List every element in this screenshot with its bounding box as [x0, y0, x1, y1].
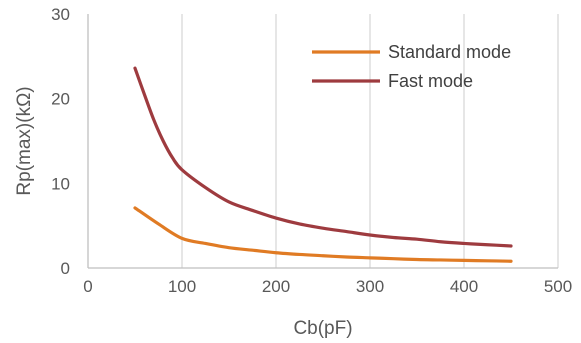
x-tick-label-400: 400 [450, 277, 478, 296]
series-lines [133, 66, 513, 263]
legend-label-standard-mode: Standard mode [388, 42, 511, 62]
series-line-standard-mode [133, 206, 513, 263]
y-tick-label-30: 30 [51, 5, 70, 24]
tick-labels: 0 100 200 300 400 500 0 10 20 30 [51, 5, 572, 296]
x-tick-label-300: 300 [356, 277, 384, 296]
series-line-fast-mode [133, 66, 513, 248]
x-tick-label-0: 0 [83, 277, 92, 296]
y-tick-label-0: 0 [61, 259, 70, 278]
axes [87, 14, 558, 269]
y-tick-label-10: 10 [51, 174, 70, 193]
legend-label-fast-mode: Fast mode [388, 71, 473, 91]
x-tick-label-200: 200 [262, 277, 290, 296]
legend: Standard mode Fast mode [312, 42, 511, 91]
grid-lines [181, 14, 559, 268]
y-tick-label-20: 20 [51, 90, 70, 109]
x-tick-label-100: 100 [168, 277, 196, 296]
x-tick-label-500: 500 [544, 277, 572, 296]
x-axis-label: Cb(pF) [293, 318, 352, 339]
y-axis-label: Rp(max)(kΩ) [14, 86, 35, 195]
